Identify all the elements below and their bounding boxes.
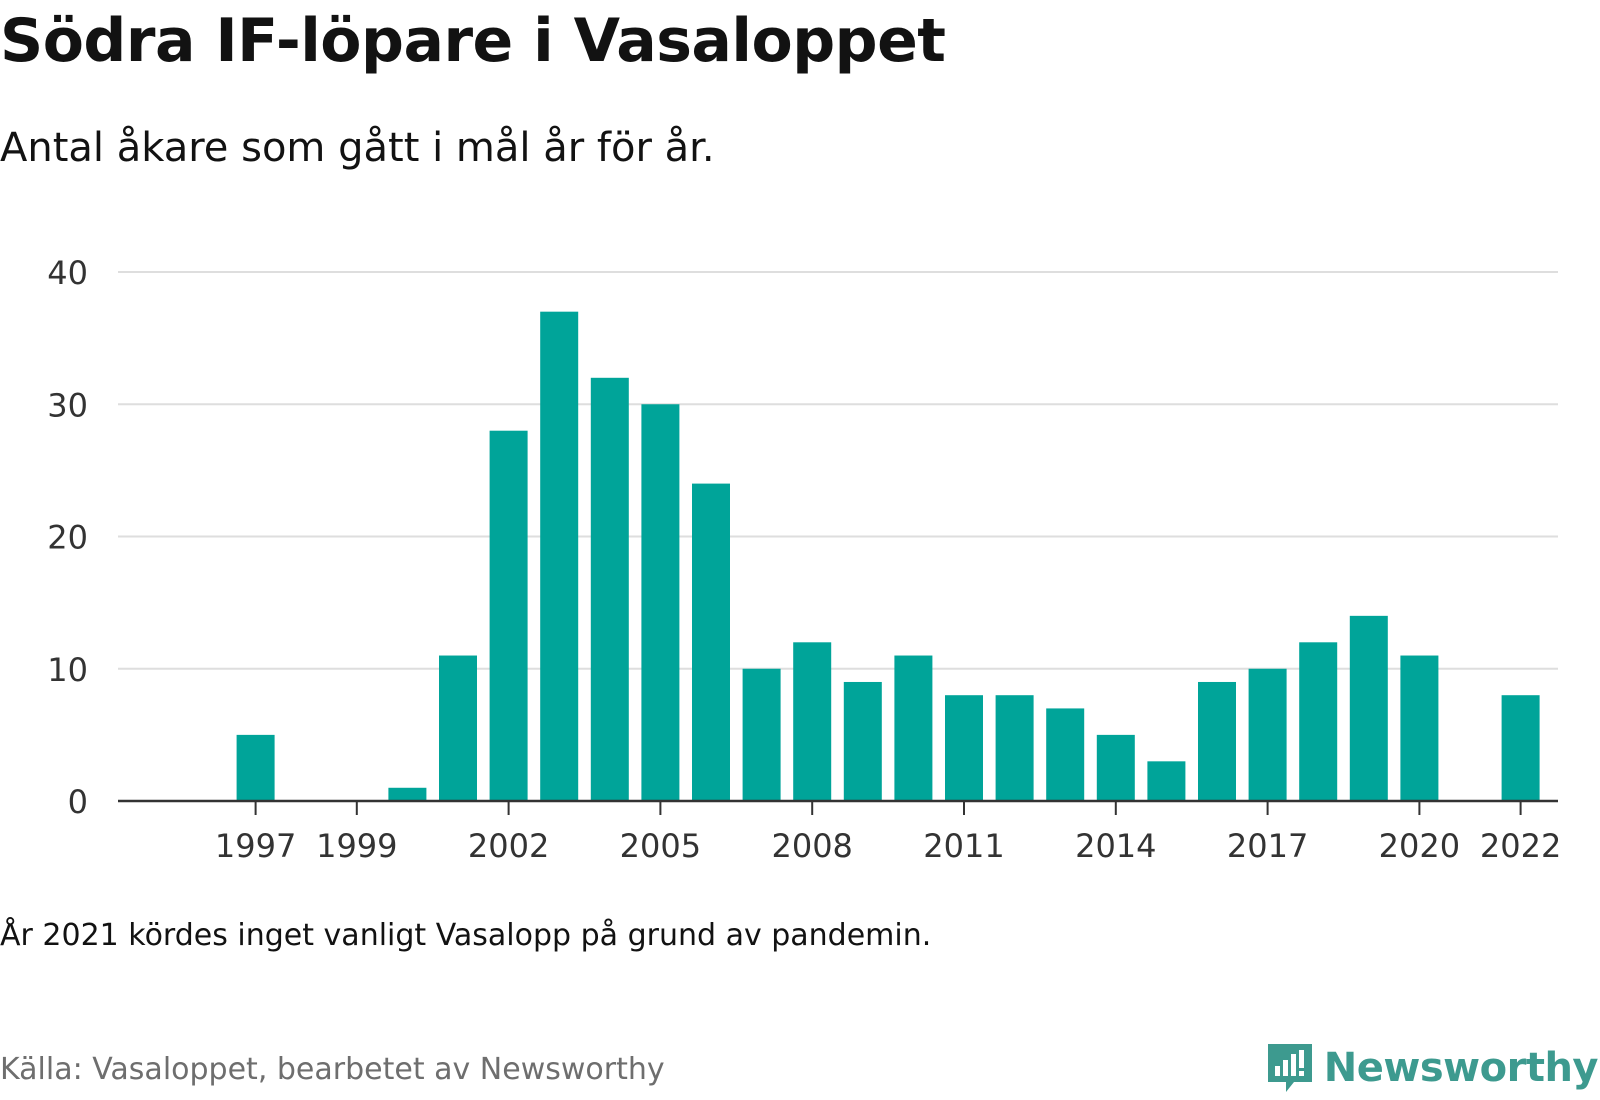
- x-tick-label: 2022: [1480, 827, 1561, 860]
- chart-note: År 2021 kördes inget vanligt Vasalopp på…: [0, 918, 932, 953]
- bar-2017: [1248, 668, 1287, 801]
- bar-2006: [692, 483, 730, 801]
- newsworthy-logo-icon: [1267, 1044, 1312, 1092]
- bar-2002: [489, 430, 528, 801]
- bar-2019: [1349, 615, 1388, 801]
- y-tick-label: 40: [47, 254, 88, 292]
- bar-2003: [540, 311, 579, 801]
- x-tick-label: 2002: [468, 827, 549, 860]
- x-tick-label: 1997: [215, 827, 296, 860]
- newsworthy-brand: Newsworthy: [1264, 1040, 1599, 1096]
- bar-2008: [793, 642, 832, 801]
- bar-1997: [236, 734, 275, 801]
- chart-title: Södra IF-löpare i Vasaloppet: [0, 6, 946, 76]
- bar-2018: [1299, 642, 1338, 801]
- x-tick-label: 2005: [620, 827, 701, 860]
- bar-2010: [894, 655, 933, 801]
- brand-name: Newsworthy: [1323, 1045, 1599, 1091]
- chart-subtitle: Antal åkare som gått i mål år för år.: [0, 125, 715, 171]
- bar-chart: 0 10 20 30 40 1997 1999 2002 2005 2008 2011 2014 201…: [47, 254, 1561, 860]
- bar-2012: [995, 695, 1034, 801]
- bar-2009: [843, 681, 882, 801]
- y-tick-label: 30: [47, 386, 88, 424]
- y-tick-label: 0: [68, 783, 88, 821]
- bar-2004: [590, 377, 629, 801]
- bar-2007: [742, 668, 781, 801]
- bar-2011: [945, 695, 983, 801]
- bar-2005: [641, 404, 680, 801]
- x-tick-label: 2017: [1227, 827, 1308, 860]
- x-tick-label: 1999: [316, 827, 397, 860]
- y-tick-label: 10: [47, 651, 88, 689]
- bar-2013: [1046, 708, 1085, 801]
- y-tick-label: 20: [47, 519, 88, 557]
- source-credit: Källa: Vasaloppet, bearbetet av Newswort…: [0, 1052, 665, 1087]
- x-tick-label: 2008: [771, 827, 852, 860]
- bar-2001: [439, 655, 477, 801]
- bar-2020: [1400, 655, 1439, 801]
- bar-2000: [388, 787, 427, 801]
- x-tick-label: 2014: [1075, 827, 1156, 860]
- bar-2015: [1147, 761, 1186, 801]
- bar-2022: [1501, 695, 1540, 801]
- x-tick-label: 2020: [1379, 827, 1460, 860]
- bar-2016: [1198, 681, 1236, 801]
- bar-2014: [1096, 734, 1135, 801]
- x-tick-label: 2011: [923, 827, 1004, 860]
